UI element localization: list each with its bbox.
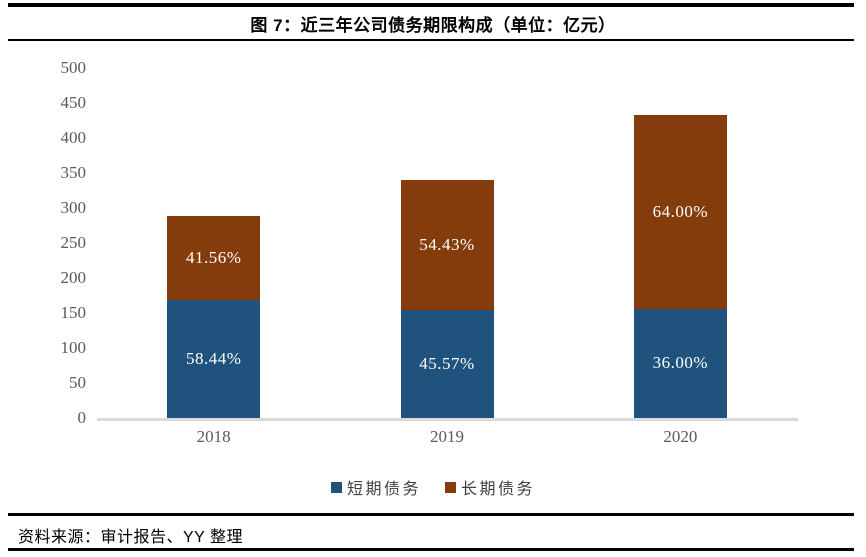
debt-maturity-stacked-bar-chart: 短期债务 长期债务 500 450 400 350 300 250 200 150 100 50 0 5… bbox=[0, 45, 866, 510]
y-axis-tick-label: 300 bbox=[60, 198, 87, 217]
bar-segment-percentage-label: 36.00% bbox=[652, 353, 709, 373]
y-axis-tick-label: 50 bbox=[69, 373, 86, 392]
y-axis-tick-label: 500 bbox=[60, 58, 87, 77]
footer-bottom-rule bbox=[8, 548, 854, 551]
bar-segment-percentage-label: 58.44% bbox=[185, 349, 242, 369]
y-axis-tick-label: 0 bbox=[77, 408, 87, 427]
bar-segment-2018-short-term-debt: 58.44% bbox=[167, 300, 261, 418]
figure-title: 图 7：近三年公司债务期限构成（单位：亿元） bbox=[250, 16, 616, 35]
bar-segment-percentage-label: 64.00% bbox=[652, 201, 709, 221]
chart-legend: 短期债务 长期债务 bbox=[0, 475, 866, 499]
bar-segment-percentage-label: 45.57% bbox=[419, 353, 475, 373]
footer-top-rule bbox=[8, 513, 854, 516]
legend-label: 长期债务 bbox=[461, 481, 536, 498]
y-axis-tick-label: 400 bbox=[60, 128, 87, 147]
bar-segment-percentage-label: 41.56% bbox=[185, 248, 242, 268]
bar-segment-2020-long-term-debt: 64.00% bbox=[633, 114, 727, 309]
x-axis-label-2020: 2020 bbox=[663, 427, 698, 446]
legend-swatch-icon bbox=[445, 481, 456, 493]
y-axis-tick-label: 250 bbox=[60, 233, 87, 252]
legend-swatch-icon bbox=[330, 481, 342, 493]
y-axis-tick-label: 350 bbox=[60, 163, 87, 182]
bar-segment-2019-short-term-debt: 45.57% bbox=[400, 309, 494, 418]
x-axis-line bbox=[97, 418, 798, 421]
bar-segment-2020-short-term-debt: 36.00% bbox=[633, 308, 727, 418]
legend-item-short-term-debt: 短期债务 bbox=[330, 475, 421, 499]
title-divider-rule bbox=[8, 38, 854, 41]
x-axis-label-2018: 2018 bbox=[196, 427, 231, 446]
y-axis-tick-label: 150 bbox=[60, 303, 87, 322]
y-axis-tick-label: 100 bbox=[60, 338, 87, 357]
bar-segment-2018-long-term-debt: 41.56% bbox=[167, 216, 261, 301]
y-axis-tick-label: 450 bbox=[60, 93, 87, 112]
x-axis-label-2019: 2019 bbox=[430, 427, 464, 446]
legend-item-long-term-debt: 长期债务 bbox=[445, 475, 535, 499]
legend-label: 短期债务 bbox=[346, 481, 421, 498]
source-note: 资料来源：审计报告、YY 整理 bbox=[18, 529, 244, 546]
y-axis-tick-label: 200 bbox=[60, 268, 87, 287]
bar-segment-percentage-label: 54.43% bbox=[419, 234, 475, 254]
bar-segment-2019-long-term-debt: 54.43% bbox=[400, 180, 494, 310]
top-rule bbox=[8, 3, 854, 7]
